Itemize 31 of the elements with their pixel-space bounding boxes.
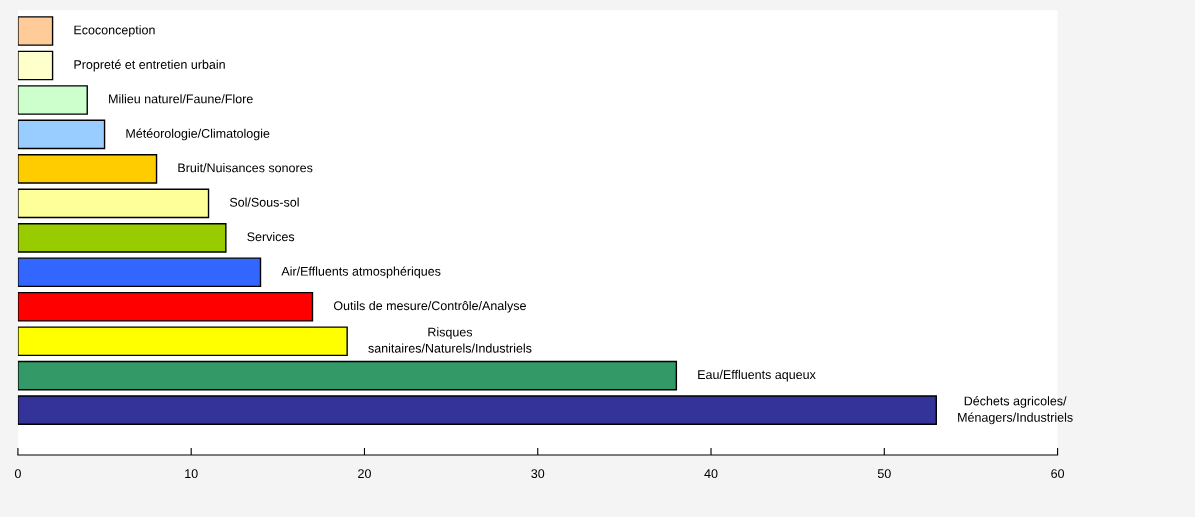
y-tick-label: Risques sanitaires/Naturels/Industriels	[368, 327, 532, 353]
x-tick-label: 50	[877, 469, 891, 479]
bar	[17, 119, 106, 150]
x-tick-label: 20	[358, 469, 371, 479]
x-tick-label: 60	[1051, 469, 1065, 479]
y-tick-label: Sol/Sous-sol	[229, 197, 299, 207]
bar	[17, 154, 158, 184]
bar	[17, 50, 54, 81]
bar	[17, 85, 88, 115]
y-tick-label: Déchets agricoles/ Ménagers/Industriels	[958, 396, 1073, 425]
y-tick-label: Outils de mesure/Contrôle/Analyse	[333, 300, 526, 313]
bar	[17, 188, 210, 219]
bar	[17, 222, 227, 253]
bar	[17, 326, 348, 357]
bar	[17, 291, 314, 322]
y-tick-label: Propreté et entretien urbain	[74, 59, 225, 72]
bar	[17, 395, 937, 425]
x-tick-label: 40	[704, 469, 718, 479]
x-tick-label: 30	[531, 469, 545, 479]
x-tick-label: 0	[14, 469, 21, 479]
bar	[17, 360, 678, 391]
x-tick-label: 10	[185, 469, 198, 479]
y-tick-label: Air/Effluents atmosphériques	[281, 266, 441, 279]
bar	[17, 16, 54, 46]
y-tick-label: Eau/Effluents aqueux	[698, 369, 816, 382]
y-tick-label: Météorologie/Climatologie	[126, 128, 270, 141]
y-tick-label: Milieu naturel/Faune/Flore	[109, 94, 253, 104]
y-tick-label: Bruit/Nuisances sonores	[178, 163, 313, 173]
y-tick-label: Services	[247, 231, 295, 242]
bar	[17, 257, 262, 288]
y-tick-label: Ecoconception	[74, 25, 155, 37]
